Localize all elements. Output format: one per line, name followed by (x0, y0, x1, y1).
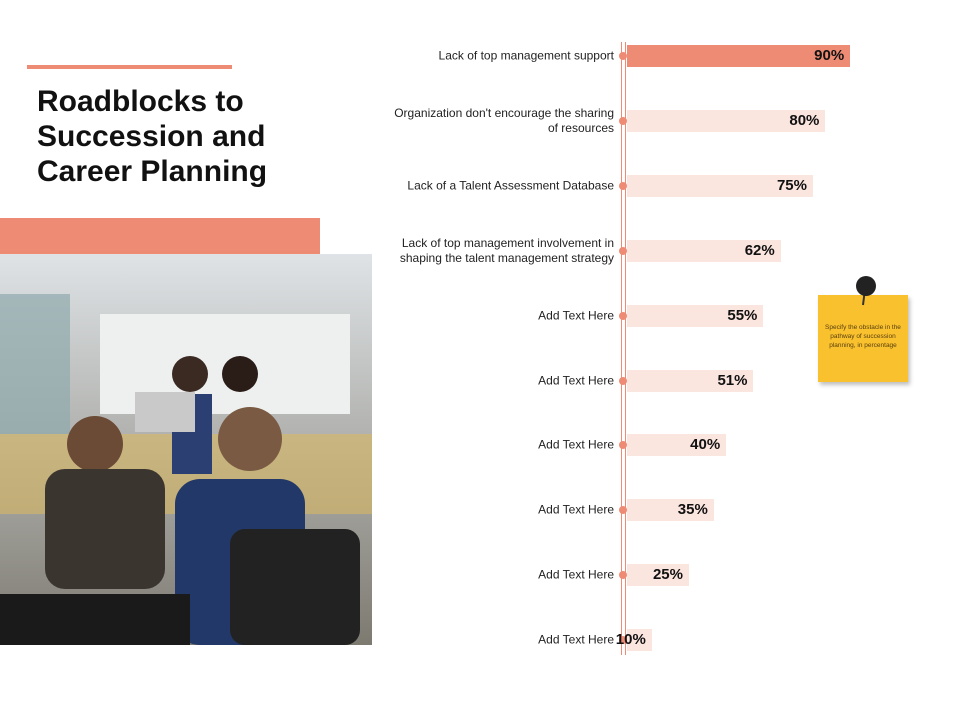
category-label: Add Text Here (538, 632, 614, 647)
value-label: 80% (789, 111, 820, 129)
row-marker (619, 311, 627, 320)
accent-line (27, 65, 232, 69)
row-marker (619, 571, 627, 580)
photo (0, 254, 372, 645)
bar (627, 434, 727, 457)
bar (627, 239, 781, 262)
bar (627, 109, 826, 132)
row-marker (619, 181, 627, 190)
category-label: Add Text Here (538, 567, 614, 582)
value-label: 51% (717, 371, 748, 389)
category-label: Add Text Here (538, 502, 614, 517)
axis-line (621, 42, 622, 655)
row-marker (619, 506, 627, 515)
bar (627, 629, 652, 652)
category-label: Lack of top management involvement in sh… (399, 235, 614, 265)
bar (627, 304, 764, 327)
value-label: 55% (727, 306, 758, 324)
pin (856, 276, 876, 306)
value-label: 90% (814, 47, 845, 64)
bar (627, 564, 689, 587)
value-label: 75% (776, 176, 807, 194)
bar (627, 174, 813, 197)
row-marker (619, 376, 627, 385)
bar (627, 45, 851, 67)
category-label: Add Text Here (538, 308, 614, 323)
axis-line (625, 42, 626, 655)
category-label: Add Text Here (538, 373, 614, 387)
row-marker (619, 246, 627, 255)
row-marker (619, 636, 627, 645)
category-label: Add Text Here (538, 437, 614, 452)
category-label: Lack of top management support (438, 48, 614, 63)
sticky-note: Specify the obstacle in the pathway of s… (818, 295, 908, 382)
bar (627, 369, 754, 392)
slide-title: Roadblocks to Succession and Career Plan… (37, 85, 268, 188)
note-text: Specify the obstacle in the pathway of s… (825, 324, 901, 349)
category-label: Lack of a Talent Assessment Database (407, 178, 614, 193)
row-marker (619, 52, 627, 60)
value-label: 62% (744, 241, 775, 259)
category-label: Organization don't encourage the sharing… (394, 105, 614, 135)
value-label: 35% (677, 501, 708, 519)
value-label: 10% (615, 631, 646, 649)
row-marker (619, 116, 627, 125)
bar (627, 499, 714, 522)
value-label: 25% (652, 566, 683, 584)
row-marker (619, 441, 627, 450)
value-label: 40% (690, 436, 721, 454)
accent-block (0, 218, 320, 254)
